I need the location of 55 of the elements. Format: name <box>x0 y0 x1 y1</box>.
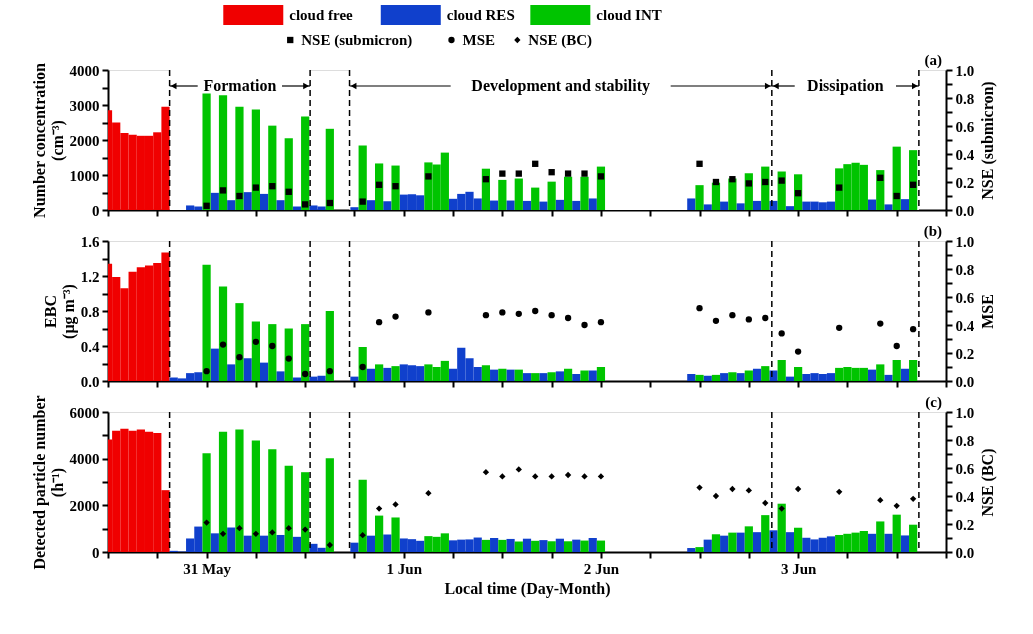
y2-tick-label: 0.2 <box>955 174 975 191</box>
text: (b) <box>923 223 942 240</box>
band-label: Formation <box>203 77 277 94</box>
y2-axis-title: NSE (BC) <box>528 32 593 49</box>
y-tick-label: 0 <box>92 544 100 561</box>
y2-tick-label: 1.0 <box>955 62 975 79</box>
legend-label: cloud free <box>289 7 354 23</box>
y2-tick-label: 0.6 <box>955 118 975 135</box>
y-axis-title: EBC (μg m⁻³) <box>41 284 78 339</box>
y2-tick-label: 0.4 <box>955 146 975 163</box>
x-tick-label: 1 Jun <box>386 560 423 577</box>
legend-label: MSE <box>462 32 495 48</box>
x-tick-label: 31 May <box>183 560 232 577</box>
y2-tick-label: 0.2 <box>955 516 975 533</box>
y-tick-label: 4000 <box>69 451 100 468</box>
y2-tick-label: 0.0 <box>955 544 975 561</box>
y-tick-label: 6000 <box>69 404 100 421</box>
y-axis-title: Detected particle number (h⁻¹) <box>30 395 67 570</box>
y2-tick-label: 1.0 <box>955 233 975 250</box>
y-tick-label: 0 <box>92 202 100 219</box>
y2-axis-title: NSE (submicron) <box>979 81 998 200</box>
y-tick-label: 0.0 <box>80 373 100 390</box>
y-tick-label: 2000 <box>69 132 100 149</box>
band-label: Development and stability <box>471 77 651 95</box>
band-label: Dissipation <box>807 77 884 95</box>
y2-tick-label: 0.4 <box>955 488 975 505</box>
x-tick-label: 2 Jun <box>583 560 620 577</box>
y-axis-title: Number concentration (cm⁻³) <box>30 63 67 218</box>
y-tick-label: 2000 <box>69 497 100 514</box>
y-tick-label: 1.6 <box>80 233 100 250</box>
y-tick-label: 0.8 <box>80 303 100 320</box>
y-tick-label: 0.4 <box>80 338 100 355</box>
y-tick-label: 3000 <box>69 97 100 114</box>
y-tick-label: 1000 <box>69 167 100 184</box>
legend-label: NSE (submicron) <box>301 32 413 49</box>
y2-tick-label: 0.0 <box>955 373 975 390</box>
legend-label: cloud RES <box>446 7 515 23</box>
y2-tick-label: 0.8 <box>955 432 975 449</box>
y2-tick-label: 0.6 <box>955 460 975 477</box>
y-tick-label: 4000 <box>69 62 100 79</box>
y2-tick-label: 0.6 <box>955 289 975 306</box>
y2-axis-title: MSE <box>979 294 997 329</box>
y-tick-label: 1.2 <box>80 268 100 285</box>
y2-tick-label: 1.0 <box>955 404 975 421</box>
legend-label: cloud INT <box>596 7 662 23</box>
x-axis-title: Local time (Day-Month) <box>444 579 611 598</box>
text: NSE (BC) <box>979 448 998 517</box>
y2-tick-label: 0.4 <box>955 317 975 334</box>
y2-tick-label: 0.0 <box>955 202 975 219</box>
x-tick-label: 3 Jun <box>780 560 817 577</box>
text: (a) <box>924 52 942 69</box>
y2-tick-label: 0.8 <box>955 261 975 278</box>
y2-tick-label: 0.8 <box>955 90 975 107</box>
y2-tick-label: 0.2 <box>955 345 975 362</box>
text: (c) <box>925 394 942 411</box>
